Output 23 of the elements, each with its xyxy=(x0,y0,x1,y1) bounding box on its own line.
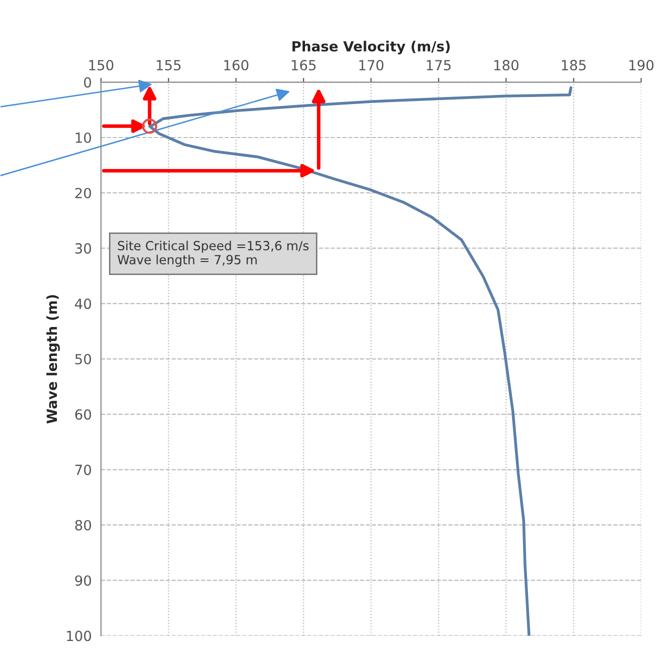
x-tick-label: 170 xyxy=(359,60,384,70)
y-tick-label: 80 xyxy=(75,520,92,530)
x-tick-label: 175 xyxy=(426,60,451,70)
y-tick-label: 60 xyxy=(75,409,92,420)
y-tick-label: 20 xyxy=(75,188,92,198)
x-tick-label: 165 xyxy=(292,60,316,70)
annotation: Site Critical Speed =153,6 m/s Wave length = 7,95 m xyxy=(118,240,309,267)
y-tick-label: 30 xyxy=(75,243,92,254)
x-tick-label: 190 xyxy=(629,60,654,70)
y-tick-label: 0 xyxy=(84,77,92,88)
x-tick-label: 150 xyxy=(89,60,114,70)
y-axis-title: Wave length (m) xyxy=(46,295,60,424)
x-tick-label: 180 xyxy=(494,60,518,70)
y-tick-label: 40 xyxy=(74,298,92,310)
y-tick-label: 90 xyxy=(75,575,92,586)
x-axis-title: Phase Velocity (m/s) xyxy=(292,40,450,54)
x-tick-label: 185 xyxy=(562,60,586,70)
y-tick-label: 50 xyxy=(75,354,92,364)
x-tick-label: 155 xyxy=(156,60,181,70)
x-tick-label: 160 xyxy=(224,60,248,70)
y-tick-label: 70 xyxy=(75,464,92,476)
y-tick-label: 100 xyxy=(66,630,92,642)
y-tick-label: 10 xyxy=(76,132,92,143)
